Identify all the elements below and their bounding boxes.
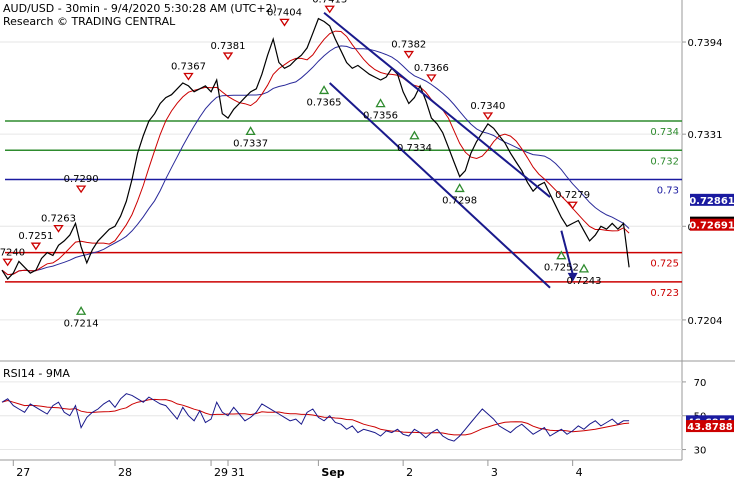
time-tick-label: 3 [491, 466, 498, 479]
trend-channel [323, 11, 578, 289]
swing-low-marker [454, 183, 465, 193]
swing-high-marker [324, 5, 335, 14]
rsi-tag-box [686, 420, 734, 433]
swing-high-marker [183, 72, 194, 81]
time-axis: 27 28 29 31 Sep 2 3 4 [0, 459, 682, 479]
swing-low-label: 0.7298 [442, 195, 477, 206]
price-tag-label: 0.72861 [689, 196, 735, 207]
swing-high-label: 0.7367 [171, 62, 206, 73]
rsi-title: RSI14 - 9MA [3, 367, 70, 380]
swing-high-label: 0.7340 [470, 101, 505, 112]
swing-low-marker [245, 126, 256, 136]
swing-low-marker [578, 263, 590, 273]
rsi-tick-label: 70 [694, 378, 707, 389]
swing-high-label: 0.7240 [0, 247, 25, 258]
price-tag-label: 0.72691 [689, 221, 735, 232]
swing-high-label: 0.7251 [18, 231, 53, 242]
rsi-gridlines [0, 381, 682, 451]
rsi-tags: 46.695443.8788 [686, 415, 734, 433]
swing-high-label: 0.7404 [267, 7, 302, 18]
level-label: 0.734 [650, 127, 679, 138]
swing-high-label: 0.7263 [41, 214, 76, 225]
swing-low-label: 0.7214 [64, 318, 99, 329]
swing-high-marker [567, 201, 578, 210]
swing-high-label: 0.7413 [312, 0, 347, 5]
rsi-tag-label: 43.8788 [687, 422, 733, 433]
level-label: 0.725 [650, 259, 679, 270]
rsi-series [1, 393, 630, 442]
swing-high-marker [426, 74, 437, 83]
swing-low-label: 0.7365 [307, 97, 342, 108]
swing-high-label: 0.7366 [414, 63, 449, 74]
channel-lower [329, 82, 551, 289]
forecast-arrow-shaft [560, 230, 574, 275]
time-tick-label: 27 [16, 466, 30, 479]
swing-high-marker [75, 185, 87, 194]
swing-high-marker [2, 258, 13, 267]
chart-subtitle: Research © TRADING CENTRAL [3, 15, 176, 28]
swing-low-label: 0.7243 [566, 276, 601, 287]
channel-upper [323, 11, 551, 198]
time-tick-label: 4 [576, 466, 583, 479]
swing-low-label: 0.7252 [544, 263, 579, 274]
swing-low-marker [318, 85, 330, 95]
swing-low-label: 0.7356 [363, 111, 398, 122]
swing-low-marker [75, 305, 87, 315]
rsi-tick-label: 30 [694, 446, 707, 457]
swing-low-label: 0.7334 [397, 143, 432, 154]
price-tag-box [690, 218, 734, 231]
rsi-panel: 705030 46.695443.8788 RSI14 - 9MA [0, 367, 734, 457]
swing-low-marker [375, 98, 386, 108]
swing-high-label: 0.7381 [211, 41, 246, 52]
swing-high-marker [403, 50, 415, 59]
moving-averages [1, 30, 630, 276]
swing-markers: 0.7240 0.7251 0.7263 0.7290 0.7214 0.7367 0.73… [0, 0, 601, 329]
level-label: 0.723 [650, 288, 679, 299]
rsi-ma-line [1, 398, 630, 436]
swing-high-label: 0.7290 [64, 174, 99, 185]
swing-low-label: 0.7337 [233, 138, 268, 149]
swing-high-label: 0.7382 [391, 40, 426, 51]
swing-high-marker [53, 224, 64, 233]
support-resistance-lines: 0.734 0.732 0.73 0.725 0.723 [5, 120, 682, 299]
time-tick-label: 28 [118, 466, 132, 479]
swing-high-marker [30, 242, 42, 251]
swing-low-marker [556, 250, 567, 260]
level-label: 0.73 [657, 186, 679, 197]
time-tick-label: 29 [214, 466, 228, 479]
swing-high-marker [222, 52, 234, 61]
swing-high-marker [279, 18, 290, 27]
price-tick-label: 0.7204 [688, 316, 723, 327]
price-tag-box [690, 193, 734, 206]
price-tick-label: 0.7394 [688, 38, 723, 49]
slow-ma-line [1, 45, 630, 276]
time-tick-label: Sep [321, 466, 344, 479]
rsi-line [1, 393, 630, 442]
time-tick-label: 31 [231, 466, 245, 479]
level-label: 0.732 [650, 156, 679, 167]
swing-high-label: 0.7279 [555, 190, 590, 201]
forecast-arrow-head [567, 272, 578, 282]
chart-title: AUD/USD - 30min - 9/4/2020 5:30:28 AM (U… [3, 2, 277, 15]
price-tick-label: 0.7331 [688, 130, 723, 141]
swing-low-marker [409, 130, 420, 140]
fast-ma-line [1, 30, 630, 276]
swing-high-marker [482, 112, 494, 121]
price-gridlines [0, 41, 682, 321]
time-tick-label: 2 [406, 466, 413, 479]
